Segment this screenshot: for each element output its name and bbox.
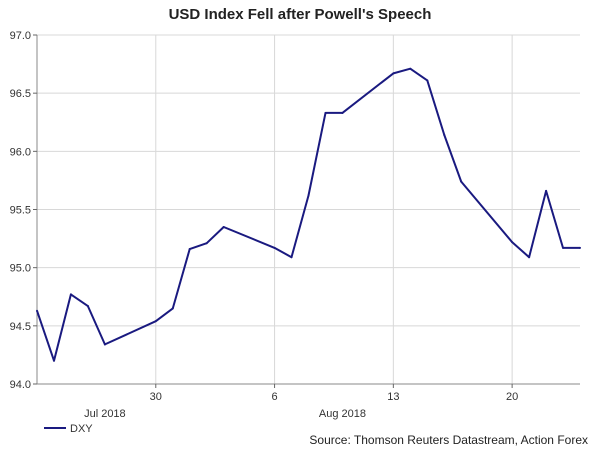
data-point [290, 256, 293, 259]
y-tick-label: 94.0 [10, 379, 31, 391]
y-tick-label: 97.0 [10, 30, 31, 42]
data-point [205, 242, 208, 245]
data-point [307, 194, 310, 197]
data-point [154, 320, 157, 323]
data-point [188, 248, 191, 251]
x-tick-label: 13 [387, 391, 399, 403]
data-point [460, 180, 463, 183]
data-point [52, 359, 55, 362]
series-lines [36, 67, 581, 362]
source-note: Source: Thomson Reuters Datastream, Acti… [309, 433, 588, 447]
data-point [341, 111, 344, 114]
data-point [273, 246, 276, 249]
legend-label-dxy: DXY [70, 423, 93, 435]
data-point [545, 189, 548, 192]
data-point [86, 305, 89, 308]
y-tick-label: 95.5 [10, 205, 31, 217]
data-point [324, 111, 327, 114]
data-point [528, 256, 531, 259]
data-point [36, 309, 38, 312]
month-labels: Jul 2018 Aug 2018 [84, 408, 366, 420]
month-label: Jul 2018 [84, 408, 126, 420]
data-point [103, 343, 106, 346]
data-point [579, 246, 581, 249]
y-tick-label: 94.5 [10, 321, 31, 333]
y-axis-ticks: 94.0 94.5 95.0 95.5 96.0 96.5 97.0 [10, 30, 37, 391]
month-label: Aug 2018 [319, 408, 366, 420]
data-point [409, 67, 412, 70]
data-point [222, 225, 225, 228]
data-point [171, 307, 174, 310]
data-point [426, 79, 429, 82]
legend: DXY [44, 423, 93, 435]
x-axis-ticks: 30 6 13 20 [150, 384, 518, 403]
grid-lines [37, 34, 580, 385]
y-tick-label: 96.5 [10, 88, 31, 100]
data-point [443, 134, 446, 137]
series-line-dxy [36, 67, 580, 362]
data-point [511, 241, 514, 244]
data-point [562, 246, 565, 249]
chart-title: USD Index Fell after Powell's Speech [168, 6, 432, 23]
data-point [69, 293, 72, 296]
data-point [392, 72, 395, 75]
x-tick-label: 20 [506, 391, 518, 403]
y-tick-label: 95.0 [10, 263, 31, 275]
x-tick-label: 6 [272, 391, 278, 403]
y-tick-label: 96.0 [10, 146, 31, 158]
x-tick-label: 30 [150, 391, 162, 403]
